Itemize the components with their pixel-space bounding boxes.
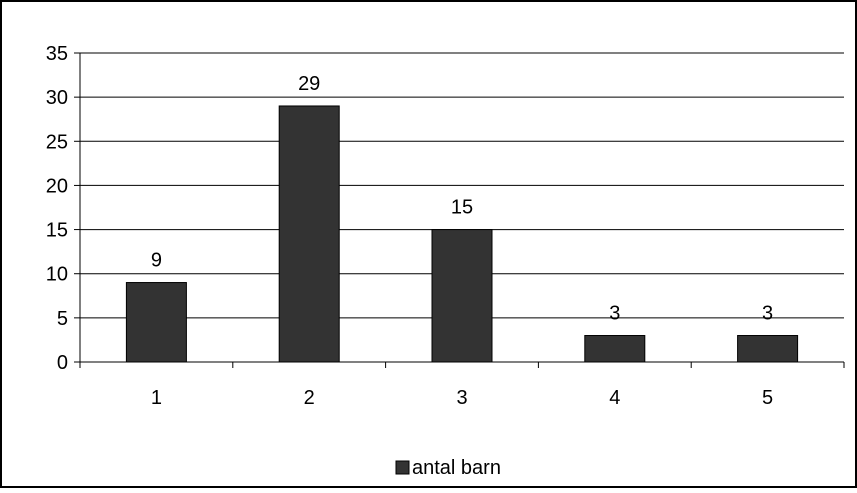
data-label: 3 xyxy=(609,303,620,325)
y-tick-label: 25 xyxy=(46,131,68,153)
x-tick-label: 5 xyxy=(762,387,773,409)
y-tick-label: 5 xyxy=(57,308,68,330)
data-label: 29 xyxy=(298,73,320,95)
x-tick-label: 3 xyxy=(456,387,467,409)
x-tick-label: 4 xyxy=(609,387,620,409)
legend-swatch xyxy=(396,461,409,474)
legend: antal barn xyxy=(396,457,501,479)
y-tick-label: 35 xyxy=(46,43,68,65)
x-tick-label: 2 xyxy=(304,387,315,409)
x-tick-label: 1 xyxy=(151,387,162,409)
y-tick-label: 30 xyxy=(46,87,68,109)
data-label: 15 xyxy=(451,197,473,219)
y-tick-label: 10 xyxy=(46,264,68,286)
bar-1 xyxy=(126,283,186,362)
y-tick-label: 0 xyxy=(57,352,68,374)
bar-2 xyxy=(279,106,339,362)
data-label: 9 xyxy=(151,250,162,272)
bar-5 xyxy=(738,336,798,362)
y-tick-label: 20 xyxy=(46,175,68,197)
y-tick-label: 15 xyxy=(46,220,68,242)
data-label: 3 xyxy=(762,303,773,325)
bar-4 xyxy=(585,336,645,362)
bar-3 xyxy=(432,230,492,362)
legend-label: antal barn xyxy=(412,457,501,479)
